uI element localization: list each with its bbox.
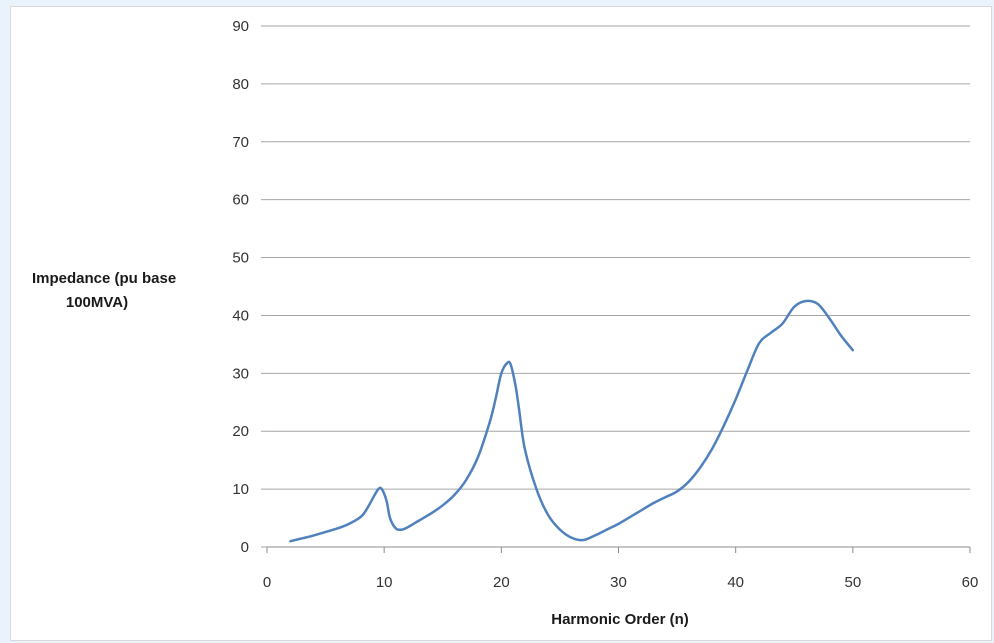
y-tick-label: 0 bbox=[241, 539, 249, 556]
y-tick-label: 90 bbox=[232, 18, 249, 35]
y-tick-label: 10 bbox=[232, 481, 249, 498]
y-tick-labels: 0 10 20 30 40 50 60 70 80 90 bbox=[232, 18, 249, 556]
x-tick-label: 0 bbox=[263, 574, 271, 591]
x-tick-label: 10 bbox=[376, 574, 393, 591]
series-group bbox=[289, 299, 855, 543]
x-tick-label: 60 bbox=[962, 574, 979, 591]
y-axis-title-line-1: Impedance (pu base bbox=[32, 270, 176, 287]
gridlines bbox=[261, 25, 971, 553]
x-tick-label: 20 bbox=[493, 574, 510, 591]
y-tick-label: 20 bbox=[232, 423, 249, 440]
x-axis-title: Harmonic Order (n) bbox=[551, 611, 689, 628]
y-tick-label: 50 bbox=[232, 250, 249, 267]
y-tick-label: 40 bbox=[232, 307, 249, 324]
chart-area bbox=[10, 6, 992, 641]
x-tick-label: 30 bbox=[610, 574, 627, 591]
y-axis-title-line-2: 100MVA) bbox=[66, 294, 128, 311]
x-tick-label: 50 bbox=[844, 574, 861, 591]
x-tick-label: 40 bbox=[727, 574, 744, 591]
x-tick-labels: 0 10 20 30 40 50 60 bbox=[263, 574, 979, 591]
y-tick-label: 30 bbox=[232, 365, 249, 382]
series-line bbox=[289, 299, 855, 543]
y-tick-label: 80 bbox=[232, 76, 249, 93]
y-tick-label: 70 bbox=[232, 134, 249, 151]
y-tick-label: 60 bbox=[232, 192, 249, 209]
